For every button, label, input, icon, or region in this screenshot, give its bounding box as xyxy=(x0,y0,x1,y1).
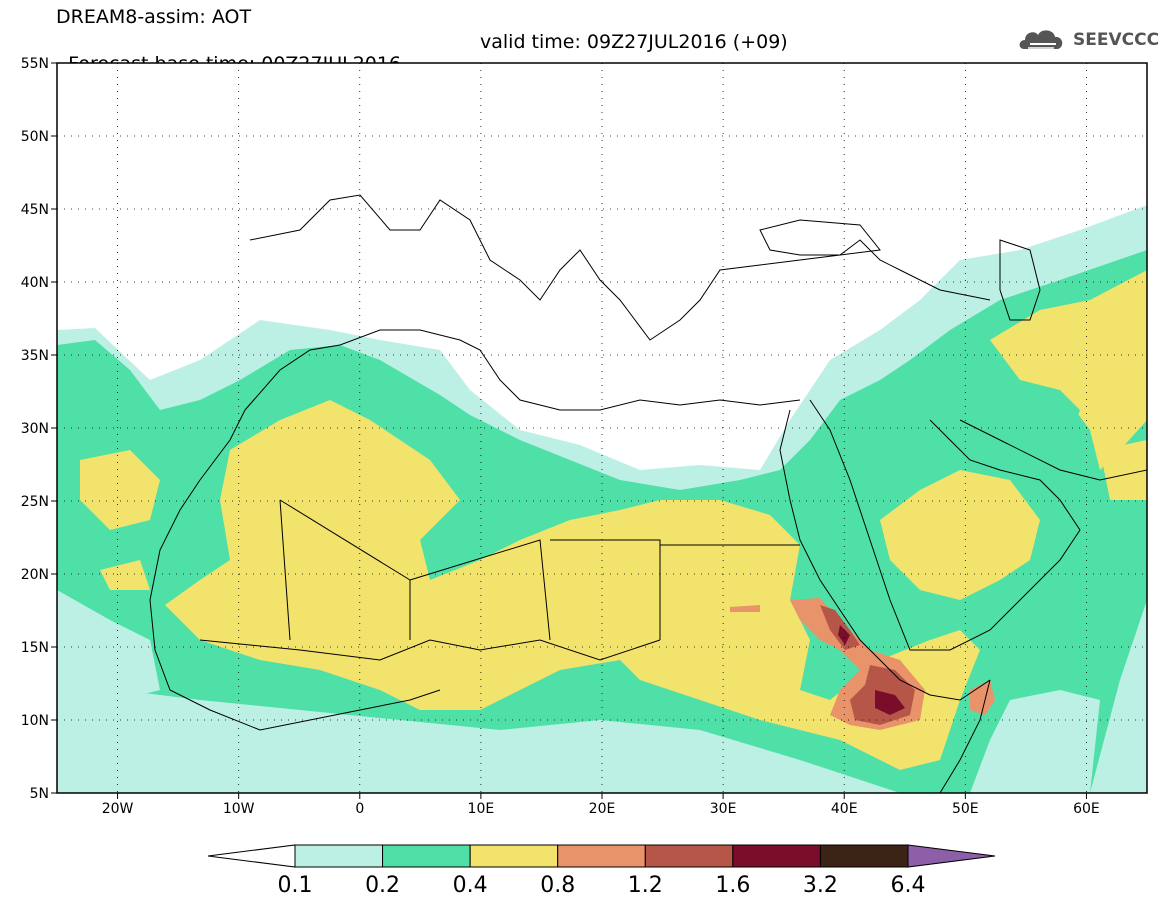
aot-contour-orange-sudan xyxy=(730,605,760,612)
colorbar-label: 0.4 xyxy=(453,873,488,898)
lat-tick-label: 55N xyxy=(21,56,49,72)
coastline-persian-gulf-iran xyxy=(959,419,1147,481)
logo-text: SEEVCCC xyxy=(1073,30,1160,50)
colorbar-label: 1.2 xyxy=(628,873,663,898)
aot-contour-yellow-gulf xyxy=(1100,440,1147,500)
coastline-west-africa xyxy=(149,409,441,731)
lon-tick-label: 40E xyxy=(831,801,858,817)
colorbar: 0.1 0.2 0.4 0.8 1.2 1.6 3.2 6.4 xyxy=(207,844,996,898)
aot-contour-yellow-west xyxy=(80,450,160,530)
lon-ticks: 20W 10W 0 10E 20E 30E 40E 50E 60E xyxy=(102,793,1100,817)
border-sahara-1 xyxy=(279,499,800,641)
cloud-logo-icon xyxy=(1019,30,1063,49)
lon-tick-label: 20E xyxy=(589,801,616,817)
lon-tick-label: 30E xyxy=(710,801,737,817)
seevccc-logo: SEEVCCC xyxy=(1016,23,1160,57)
lat-tick-label: 15N xyxy=(21,640,49,656)
coastlines xyxy=(149,194,1147,793)
lat-tick-label: 35N xyxy=(21,348,49,364)
lat-tick-label: 40N xyxy=(21,275,49,291)
colorbar-bin xyxy=(294,844,384,868)
lat-tick-label: 5N xyxy=(30,786,49,802)
valid-time: valid time: 09Z27JUL2016 (+09) xyxy=(480,31,788,53)
colorbar-label: 0.1 xyxy=(278,873,313,898)
aot-contour-green-iran-hole xyxy=(1030,390,1080,440)
lat-tick-label: 10N xyxy=(21,713,49,729)
aot-contour-sahara-clear xyxy=(470,380,800,450)
colorbar-label: 0.8 xyxy=(540,873,575,898)
lon-tick-label: 10W xyxy=(223,801,255,817)
coastline-red-sea xyxy=(779,409,991,701)
colorbar-bin xyxy=(469,844,559,868)
colorbar-bin xyxy=(732,844,821,868)
lat-tick-label: 45N xyxy=(21,202,49,218)
colorbar-label: 1.6 xyxy=(715,873,750,898)
aot-contour-atlantic-light xyxy=(57,590,160,700)
lat-tick-label: 50N xyxy=(21,129,49,145)
aot-contour-yellow-sahara xyxy=(165,400,980,770)
gridlines xyxy=(57,63,1147,793)
aot-contour-darkred xyxy=(838,625,905,715)
coastline-north-africa xyxy=(244,329,801,411)
colorbar-over-triangle xyxy=(907,844,996,868)
colorbar-under-triangle xyxy=(207,844,296,868)
aot-contour-east-light xyxy=(970,690,1100,793)
lat-tick-label: 25N xyxy=(21,494,49,510)
coastline-caspian xyxy=(999,239,1041,321)
lat-tick-label: 20N xyxy=(21,567,49,583)
coastline-arabia xyxy=(809,399,1081,651)
colorbar-bin xyxy=(644,844,734,868)
colorbar-label: 6.4 xyxy=(891,873,926,898)
colorbar-bin xyxy=(557,844,646,868)
lon-tick-label: 60E xyxy=(1073,801,1100,817)
coastline-europe xyxy=(249,194,991,341)
lat-ticks: 55N 50N 45N 40N 35N 30N 25N 20N 15N 10N 5N xyxy=(21,56,57,802)
coastline-east-africa xyxy=(939,679,991,793)
map-title: DREAM8-assim: AOT xyxy=(56,6,252,28)
coastline-black-sea xyxy=(759,219,881,256)
lat-tick-label: 30N xyxy=(21,421,49,437)
lon-tick-label: 50E xyxy=(952,801,979,817)
colorbar-label: 3.2 xyxy=(803,873,838,898)
colorbar-bin xyxy=(382,844,471,868)
border-sahel xyxy=(199,639,661,661)
colorbar-label: 0.2 xyxy=(365,873,400,898)
aot-contour-yellow-senegal xyxy=(100,560,150,590)
lon-tick-label: 0 xyxy=(355,801,364,817)
aot-contour-yellow-arabia xyxy=(880,470,1040,600)
lon-tick-label: 10E xyxy=(468,801,495,817)
colorbar-bin xyxy=(819,844,909,868)
lon-tick-label: 20W xyxy=(102,801,134,817)
